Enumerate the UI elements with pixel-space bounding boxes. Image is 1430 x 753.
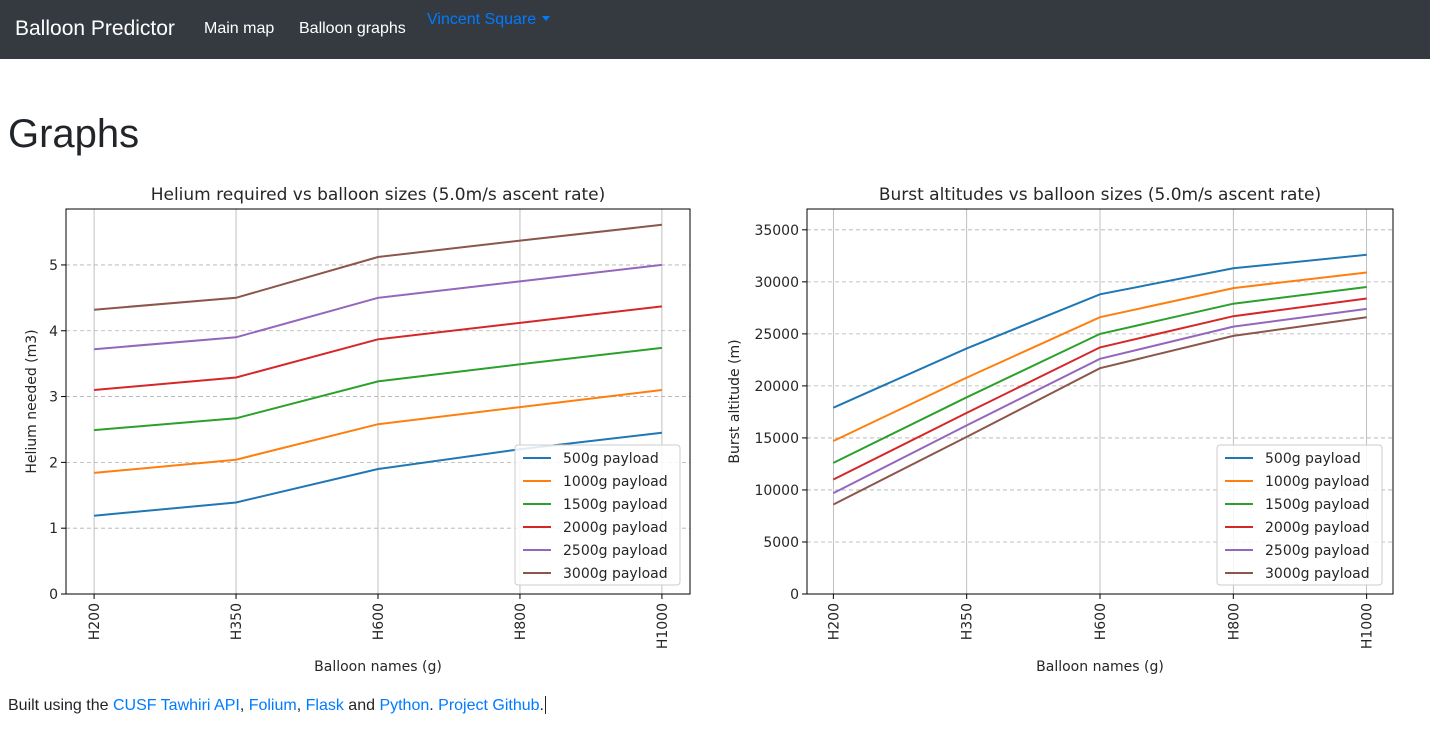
y-tick-label: 10000 [754, 483, 799, 499]
y-tick-label: 35000 [754, 223, 799, 239]
legend-label: 1500g payload [1265, 497, 1370, 513]
nav-link-balloon-graphs[interactable]: Balloon graphs [299, 20, 406, 37]
y-tick-label: 0 [49, 587, 58, 603]
x-tick-label: H1000 [1360, 603, 1376, 649]
legend-label: 2000g payload [563, 520, 668, 536]
caret-down-icon [542, 16, 551, 21]
tawhiri-api-link[interactable]: CUSF Tawhiri API [112, 697, 240, 714]
series-line-4 [94, 305, 663, 391]
legend-label: 1000g payload [1265, 474, 1370, 490]
series-line-3 [94, 346, 663, 432]
x-tick-label: H800 [513, 603, 529, 640]
footer-prefix: Built using the [8, 697, 113, 714]
legend-box [1216, 444, 1383, 586]
location-dropdown-label: Vincent Square [427, 11, 537, 28]
chart-title: Burst altitudes vs balloon sizes (5.0m/s… [879, 185, 1321, 205]
burst-altitude-chart: Burst altitudes vs balloon sizes (5.0m/s… [727, 185, 1394, 675]
folium-link[interactable]: Folium [248, 697, 297, 714]
y-tick-label: 2 [49, 455, 58, 471]
series-line-2 [94, 389, 663, 474]
legend-label: 3000g payload [1265, 566, 1370, 582]
legend-label: 500g payload [1265, 451, 1361, 467]
brand-logo-text[interactable]: Balloon Predictor [15, 17, 175, 40]
x-tick-label: H200 [826, 603, 842, 640]
y-axis-label: Burst altitude (m) [727, 339, 743, 463]
footer-end: . [539, 697, 544, 714]
legend-box [514, 444, 681, 586]
footer-and: and [343, 697, 380, 714]
y-tick-label: 20000 [754, 379, 799, 395]
x-tick-label: H600 [1093, 603, 1109, 640]
footer-separator: , [239, 697, 249, 714]
legend-label: 2500g payload [1265, 543, 1370, 559]
x-tick-label: H1000 [655, 603, 671, 649]
x-axis-label: Balloon names (g) [1036, 659, 1164, 675]
navbar: Balloon Predictor Main map Balloon graph… [0, 0, 1430, 59]
chart-title: Helium required vs balloon sizes (5.0m/s… [151, 185, 606, 205]
series-line-2 [832, 271, 1367, 442]
y-tick-label: 30000 [754, 275, 799, 291]
y-tick-label: 4 [49, 324, 58, 340]
text-cursor [544, 696, 546, 714]
x-tick-label: H350 [229, 603, 245, 640]
x-axis-label: Balloon names (g) [314, 659, 442, 675]
legend-label: 2000g payload [1265, 520, 1370, 536]
page-title: Graphs [8, 112, 140, 156]
legend-label: 1000g payload [563, 474, 668, 490]
series-line-1 [94, 431, 663, 517]
project-github-link[interactable]: Project Github [438, 697, 540, 714]
footer-separator: , [296, 697, 306, 714]
legend-label: 500g payload [563, 451, 659, 467]
footer: Built using the CUSF Tawhiri API, Folium… [8, 695, 546, 717]
x-tick-label: H800 [1226, 603, 1242, 640]
helium-required-chart: Helium required vs balloon sizes (5.0m/s… [24, 185, 691, 675]
y-axis-label: Helium needed (m3) [24, 329, 40, 473]
series-line-4 [832, 297, 1367, 481]
legend-label: 1500g payload [563, 497, 668, 513]
series-line-5 [94, 263, 663, 351]
x-tick-label: H350 [960, 603, 976, 640]
y-tick-label: 0 [790, 587, 799, 603]
x-tick-label: H200 [87, 603, 103, 640]
series-line-5 [832, 307, 1367, 494]
y-tick-label: 15000 [754, 431, 799, 447]
y-tick-label: 25000 [754, 327, 799, 343]
nav-link-main-map[interactable]: Main map [204, 20, 275, 37]
series-line-1 [832, 253, 1367, 409]
flask-link[interactable]: Flask [305, 697, 344, 714]
x-tick-label: H600 [371, 603, 387, 640]
footer-separator: . [429, 697, 439, 714]
python-link[interactable]: Python [379, 697, 430, 714]
series-line-3 [832, 286, 1367, 464]
location-dropdown[interactable]: Vincent Square [427, 10, 551, 30]
y-tick-label: 1 [49, 521, 58, 537]
series-line-6 [94, 223, 663, 311]
y-tick-label: 5000 [763, 535, 799, 551]
legend-label: 2500g payload [563, 543, 668, 559]
y-tick-label: 5 [49, 258, 58, 274]
series-line-6 [832, 316, 1367, 506]
y-tick-label: 3 [49, 390, 58, 406]
legend-label: 3000g payload [563, 566, 668, 582]
